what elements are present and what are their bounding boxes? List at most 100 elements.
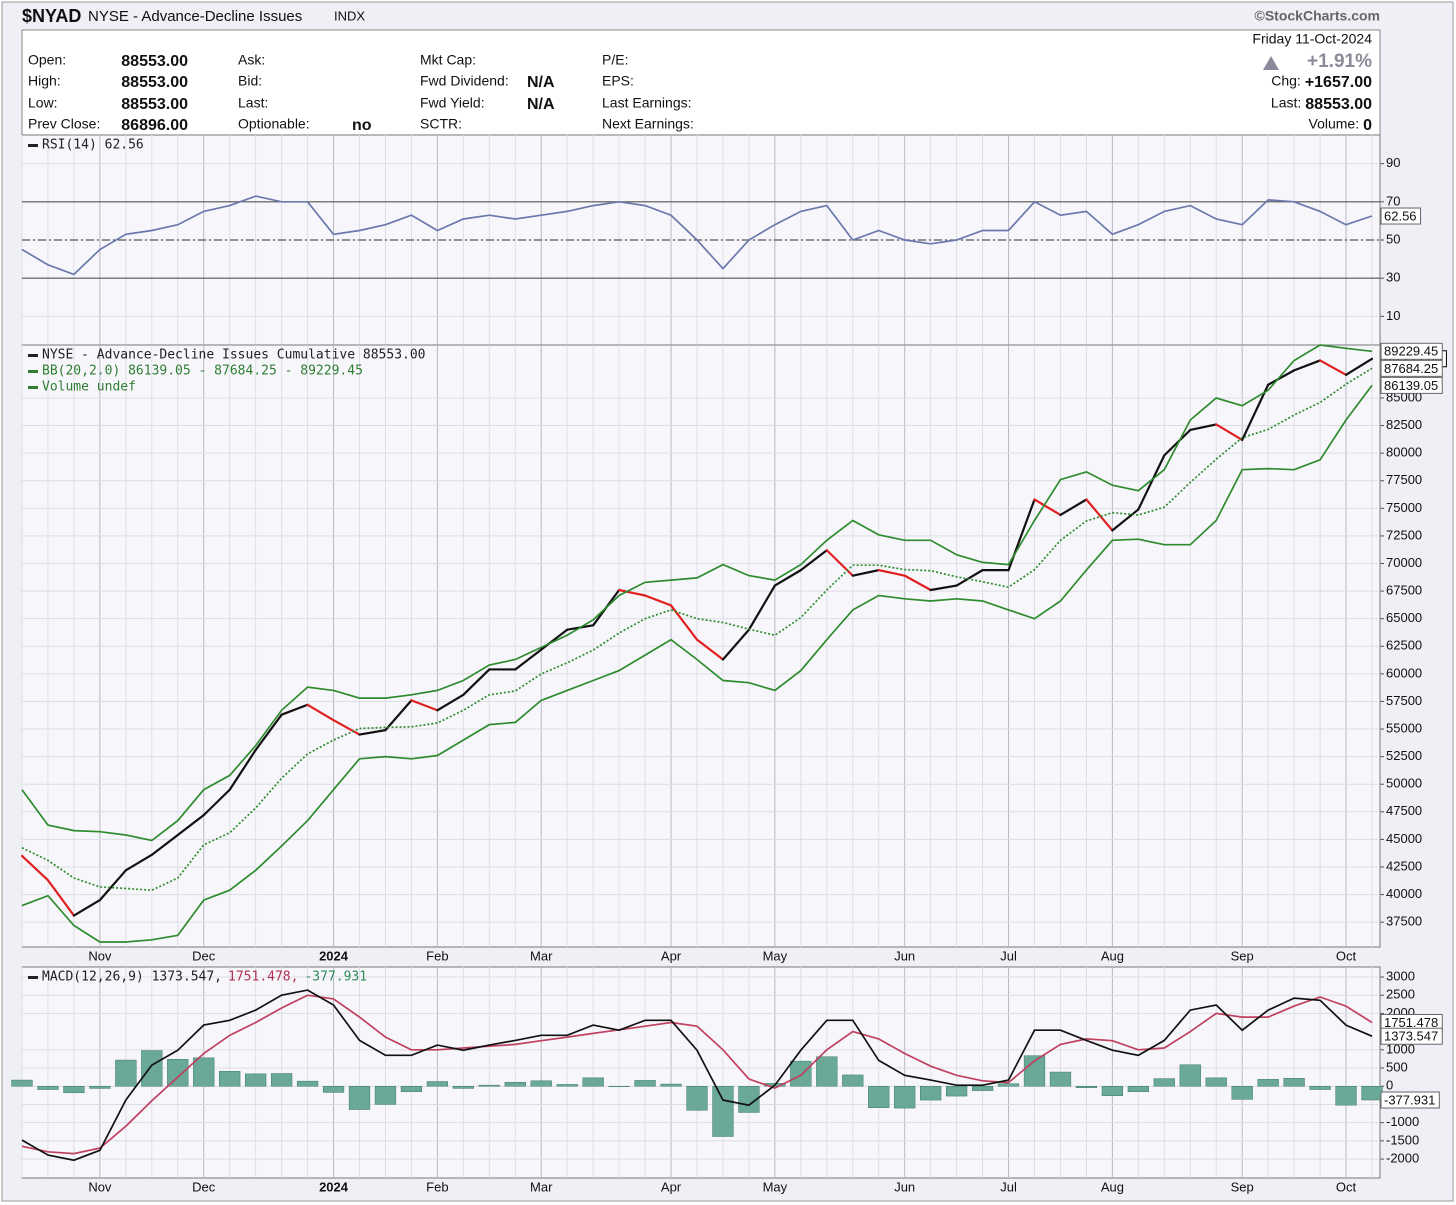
histogram-bar [1335, 1085, 1357, 1106]
legend-swatch [28, 976, 38, 979]
price-segment [280, 703, 309, 716]
legend-swatch [28, 386, 38, 389]
quote-label: Low: [28, 95, 58, 111]
quote-value: N/A [527, 74, 555, 91]
legend-swatch [28, 354, 38, 357]
histogram-bar [167, 1059, 189, 1087]
price-segment [1189, 423, 1218, 432]
histogram-bar [296, 1080, 319, 1087]
quote-value: 86896.00 [121, 117, 188, 134]
x-tick-label: Sep [1231, 1179, 1254, 1194]
quote-label: Last: [1271, 95, 1301, 111]
quote-value: 88553.00 [1305, 96, 1372, 113]
histogram-bar [1075, 1085, 1098, 1088]
value-tag-box [1380, 1027, 1443, 1045]
x-tick-label: Sep [1231, 948, 1254, 963]
histogram-bar [530, 1080, 552, 1087]
y-tick-label: 65000 [1386, 610, 1422, 625]
y-tick-label: 0 [1386, 1078, 1393, 1093]
change-pct: +1.91% [1307, 51, 1372, 72]
y-tick-label: 50 [1386, 231, 1400, 246]
price-segment [1318, 359, 1348, 376]
y-tick-label: 47500 [1386, 803, 1422, 818]
x-tick-label: Apr [661, 1179, 682, 1194]
y-tick-label: 30 [1386, 270, 1400, 285]
price-segment [1241, 383, 1270, 442]
x-tick-label: Nov [88, 1179, 112, 1194]
histogram-bar [556, 1084, 578, 1087]
histogram-bar [452, 1085, 474, 1089]
legend-text: MACD(12,26,9) 1373.547, [42, 970, 222, 985]
price-segment [254, 713, 283, 752]
price-segment [825, 549, 854, 577]
price-segment [1215, 423, 1244, 442]
legend-text: NYSE - Advance-Decline Issues Cumulative… [42, 348, 426, 363]
value-tag-box [1380, 207, 1422, 225]
x-tick-label: May [763, 948, 788, 963]
quote-label: High: [28, 73, 61, 89]
histogram-bar [270, 1073, 293, 1087]
histogram-bar [1127, 1085, 1149, 1092]
quote-label: Prev Close: [28, 116, 100, 132]
price-segment [773, 569, 802, 587]
quote-date: Friday 11-Oct-2024 [1252, 31, 1372, 47]
histogram-bar [582, 1077, 604, 1087]
histogram-bar [816, 1056, 838, 1087]
price-segment [72, 898, 101, 917]
x-tick-label: Jun [894, 948, 915, 963]
price-segment [721, 628, 751, 661]
quote-label: Last Earnings: [602, 95, 692, 111]
y-tick-label: 45000 [1386, 831, 1422, 846]
price-segment [514, 648, 543, 671]
price-segment [98, 869, 127, 902]
quote-value: 88553.00 [121, 74, 188, 91]
price-segment [332, 719, 361, 736]
series-line [21, 994, 1373, 1155]
value-tag: 1373.547 [1380, 1027, 1443, 1045]
quote-label: Volume: [1309, 116, 1360, 132]
value-tag-label: 1373.547 [1384, 1029, 1438, 1044]
price-segment [799, 549, 828, 572]
y-tick-label: 55000 [1386, 720, 1422, 735]
value-tag: 62.56 [1380, 207, 1422, 225]
price-segment [955, 569, 984, 587]
quote-value: 0 [1363, 117, 1372, 134]
quote-value: no [352, 117, 372, 134]
y-tick-label: 60000 [1386, 665, 1422, 680]
y-tick-label: 52500 [1386, 748, 1422, 763]
quote-label: Fwd Yield: [420, 95, 485, 111]
histogram-bar [634, 1080, 656, 1087]
price-segment [462, 668, 491, 696]
value-tag: 89229.45 [1380, 342, 1443, 360]
histogram-bar [11, 1079, 33, 1087]
x-tick-label: Mar [530, 948, 553, 963]
y-tick-label: 82500 [1386, 417, 1422, 432]
histogram-bar [790, 1060, 812, 1087]
histogram-bar [400, 1085, 423, 1092]
quote-label: Optionable: [238, 116, 310, 132]
x-tick-label: Aug [1101, 948, 1124, 963]
histogram-bar [1023, 1055, 1046, 1087]
histogram-bar [660, 1083, 682, 1087]
histogram-bar [945, 1085, 968, 1097]
x-tick-label: Mar [530, 1179, 553, 1194]
series-line [21, 384, 1373, 943]
value-tag: -377.931 [1380, 1091, 1440, 1109]
price-segment [202, 788, 231, 817]
y-tick-label: 90 [1386, 155, 1400, 170]
value-tag-label: 62.56 [1384, 208, 1417, 223]
y-tick-label: 2500 [1386, 987, 1415, 1002]
price-segment [228, 748, 257, 791]
quote-label: Chg: [1271, 73, 1301, 89]
x-tick-label: 2024 [319, 1179, 349, 1194]
x-tick-label: Nov [88, 948, 112, 963]
histogram-bar [478, 1084, 500, 1087]
histogram-bar [842, 1074, 864, 1087]
price-segment [436, 693, 465, 712]
x-tick-label: Aug [1101, 1179, 1124, 1194]
histogram-bar [1309, 1085, 1331, 1090]
panel: Nov Dec 2024 Feb Mar Apr May Jun Jul Aug Sep Oct 375… [20, 342, 1447, 963]
price-segment [1085, 498, 1114, 532]
value-tag-box [1380, 1091, 1440, 1109]
y-tick-label: 50000 [1386, 776, 1422, 791]
